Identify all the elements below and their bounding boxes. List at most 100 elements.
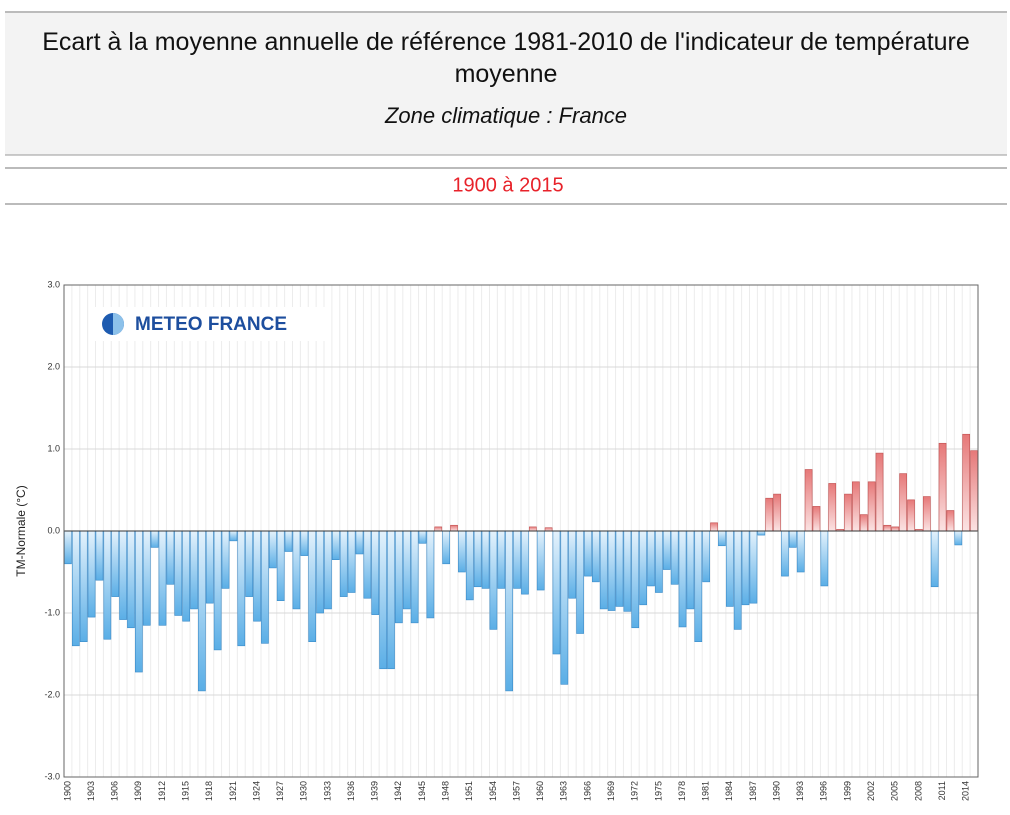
bar	[395, 530, 403, 624]
x-tick-label: 1933	[322, 781, 332, 801]
y-tick-label: 0.0	[47, 525, 60, 535]
bar	[331, 530, 340, 561]
bar	[599, 530, 608, 610]
bar	[434, 526, 443, 532]
x-tick-label: 2008	[913, 781, 923, 801]
x-tick-label: 1912	[157, 781, 167, 801]
bar	[521, 530, 529, 595]
bar	[725, 530, 734, 607]
y-tick-label: 2.0	[47, 361, 60, 371]
bar	[284, 530, 293, 552]
bar	[883, 524, 892, 532]
y-tick-label: 3.0	[47, 279, 60, 289]
bar	[489, 530, 498, 630]
bar	[253, 530, 261, 622]
bar	[552, 530, 561, 655]
bar	[458, 530, 466, 573]
bar	[347, 530, 356, 593]
x-tick-label: 1921	[228, 781, 238, 801]
bar	[584, 530, 592, 577]
bar	[103, 530, 112, 640]
x-tick-label: 2011	[937, 781, 947, 800]
bar	[135, 530, 143, 673]
bar	[316, 530, 324, 614]
x-tick-label: 1993	[795, 781, 805, 801]
bar	[481, 530, 490, 589]
bar	[418, 530, 427, 544]
x-tick-label: 1969	[606, 781, 616, 801]
x-tick-label: 1915	[181, 781, 191, 801]
x-tick-label: 1975	[653, 781, 663, 801]
x-tick-label: 1942	[393, 781, 403, 801]
x-tick-label: 1930	[299, 781, 309, 801]
bar	[213, 530, 222, 651]
plot-border	[63, 284, 979, 778]
bar	[71, 530, 80, 647]
x-tick-label: 1906	[110, 781, 120, 801]
bar	[962, 433, 971, 532]
bar	[221, 530, 230, 589]
bar	[718, 530, 726, 547]
x-tick-label: 1927	[275, 781, 285, 801]
bar	[505, 530, 514, 692]
bar	[970, 450, 978, 532]
y-tick-label: 1.0	[47, 443, 60, 453]
bar	[560, 530, 569, 685]
bar	[592, 530, 600, 583]
bar	[615, 530, 624, 607]
bar	[119, 530, 127, 620]
x-tick-label: 1954	[488, 781, 498, 801]
bar	[812, 506, 821, 532]
bar	[710, 522, 718, 532]
bar	[150, 530, 159, 548]
x-tick-label: 2005	[890, 781, 900, 801]
x-tick-label: 1987	[748, 781, 758, 801]
bar	[190, 530, 198, 610]
x-tick-label: 1981	[701, 781, 711, 801]
bar	[907, 499, 915, 532]
bar	[442, 530, 450, 565]
x-tick-label: 1909	[133, 781, 143, 801]
chart-title: Ecart à la moyenne annuelle de référence…	[42, 28, 970, 88]
bar	[205, 530, 214, 604]
bar	[363, 530, 372, 599]
bar	[694, 530, 703, 642]
x-tick-label: 1960	[535, 781, 545, 801]
bar	[655, 530, 663, 593]
x-tick-label: 1924	[251, 781, 261, 801]
bar	[387, 530, 395, 670]
bar	[379, 530, 387, 670]
x-tick-label: 2014	[961, 781, 971, 801]
bar	[678, 530, 687, 628]
bar	[639, 530, 647, 606]
logo-box	[94, 307, 330, 341]
bar	[686, 530, 695, 610]
x-tick-label: 1972	[630, 781, 640, 801]
bar	[64, 530, 72, 565]
bar	[568, 530, 577, 599]
subtitle: Zone climatique : France	[384, 103, 627, 128]
bar	[410, 530, 419, 624]
bar	[891, 526, 900, 532]
y-axis-label: TM-Normale (°C)	[14, 485, 28, 576]
bar	[528, 526, 537, 532]
bar	[339, 530, 348, 597]
bar	[158, 530, 167, 626]
bar	[261, 530, 269, 644]
bar	[670, 530, 679, 585]
bar	[245, 530, 254, 597]
bar	[607, 530, 616, 611]
bar	[513, 530, 521, 589]
bar	[87, 530, 96, 618]
y-tick-label: -2.0	[44, 689, 60, 699]
period: 1900 à 2015	[452, 174, 563, 196]
bar	[536, 530, 545, 591]
bar	[796, 530, 805, 573]
x-tick-label: 1963	[559, 781, 569, 801]
bar	[922, 496, 931, 532]
bar	[623, 530, 632, 612]
bar	[142, 530, 151, 626]
bar	[773, 493, 781, 532]
bar	[828, 483, 837, 532]
